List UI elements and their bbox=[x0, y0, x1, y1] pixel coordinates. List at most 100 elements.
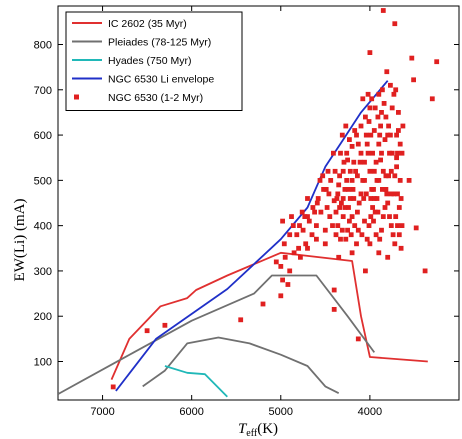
scatter-point bbox=[282, 254, 288, 260]
scatter-point bbox=[386, 173, 391, 179]
scatter-point bbox=[369, 96, 375, 102]
series-line-4 bbox=[115, 80, 389, 392]
scatter-point bbox=[336, 182, 342, 188]
scatter-point bbox=[371, 196, 377, 201]
scatter-point bbox=[434, 59, 440, 65]
scatter-point bbox=[367, 241, 373, 247]
scatter-point bbox=[358, 150, 364, 156]
scatter-point bbox=[351, 196, 357, 201]
scatter-point bbox=[294, 232, 300, 238]
x-axis-title-unit: (K) bbox=[257, 421, 278, 437]
scatter-point bbox=[396, 205, 402, 210]
scatter-point bbox=[289, 214, 294, 219]
scatter-point bbox=[326, 191, 332, 197]
scatter-point bbox=[347, 168, 353, 174]
scatter-point bbox=[355, 336, 361, 342]
scatter-point bbox=[376, 250, 382, 256]
scatter-point bbox=[318, 209, 324, 215]
scatter-point bbox=[338, 150, 343, 156]
scatter-point bbox=[280, 218, 285, 224]
scatter-point bbox=[382, 137, 388, 142]
scatter-point bbox=[375, 209, 381, 215]
scatter-point bbox=[363, 132, 369, 138]
y-tick-label: 500 bbox=[34, 175, 52, 187]
scatter-point bbox=[331, 198, 337, 204]
scatter-point bbox=[332, 168, 338, 174]
scatter-point bbox=[365, 150, 371, 156]
scatter-point bbox=[373, 232, 379, 238]
x-tick-label: 7000 bbox=[90, 406, 114, 418]
scatter-point bbox=[287, 232, 293, 238]
scatter-point bbox=[358, 123, 364, 129]
scatter-point bbox=[347, 196, 353, 201]
scatter-point bbox=[378, 157, 383, 163]
scatter-point bbox=[317, 178, 323, 183]
scatter-point bbox=[371, 128, 377, 133]
scatter-point bbox=[352, 128, 358, 133]
scatter-point bbox=[393, 87, 399, 93]
scatter-point bbox=[399, 150, 405, 156]
scatter-point bbox=[110, 384, 116, 390]
scatter-point bbox=[397, 141, 403, 147]
scatter-point bbox=[371, 168, 377, 174]
scatter-point bbox=[422, 268, 428, 274]
scatter-point bbox=[373, 159, 379, 165]
scatter-point bbox=[334, 196, 340, 201]
scatter-point bbox=[390, 232, 396, 238]
scatter-point bbox=[305, 196, 310, 201]
scatter-point bbox=[385, 254, 391, 260]
scatter-point bbox=[339, 227, 345, 233]
scatter-point bbox=[370, 205, 375, 210]
scatter-point bbox=[354, 132, 359, 138]
scatter-point bbox=[385, 132, 391, 138]
scatter-point bbox=[362, 218, 367, 224]
scatter-point bbox=[340, 168, 346, 174]
scatter-point bbox=[340, 196, 346, 201]
scatter-point bbox=[314, 200, 320, 206]
scatter-point bbox=[335, 223, 341, 228]
scatter-point bbox=[335, 191, 341, 197]
scatter-point bbox=[370, 150, 375, 156]
scatter-point bbox=[387, 214, 392, 219]
scatter-point bbox=[300, 227, 306, 233]
scatter-point bbox=[356, 200, 362, 206]
scatter-point bbox=[320, 173, 326, 179]
scatter-point bbox=[290, 223, 296, 228]
scatter-point bbox=[358, 191, 364, 197]
scatter-point bbox=[302, 214, 308, 219]
scatter-point bbox=[344, 150, 350, 156]
scatter-point bbox=[395, 223, 400, 228]
scatter-point bbox=[346, 187, 351, 192]
scatter-point bbox=[312, 209, 317, 215]
scatter-point bbox=[409, 55, 415, 61]
scatter-point bbox=[322, 241, 328, 247]
scatter-point bbox=[394, 132, 399, 138]
axis-ticks: 7000 6000 5000 4000 100 200 300 400 500 600 700 800 bbox=[34, 6, 459, 418]
scatter-point bbox=[398, 245, 404, 251]
scatter-point bbox=[382, 205, 388, 210]
y-tick-label: 600 bbox=[34, 130, 52, 142]
scatter-point bbox=[394, 164, 399, 170]
scatter-point bbox=[386, 123, 391, 129]
scatter-point bbox=[345, 227, 350, 233]
legend-swatch-marker bbox=[74, 94, 79, 100]
scatter-point bbox=[305, 245, 310, 251]
scatter-point bbox=[353, 168, 358, 174]
scatter-point bbox=[344, 178, 350, 183]
scatter-point bbox=[388, 132, 393, 138]
y-tick-label: 100 bbox=[34, 357, 52, 369]
scatter-point bbox=[352, 223, 358, 228]
legend-label: NGC 6530 Li envelope bbox=[108, 73, 214, 85]
legend-box bbox=[65, 11, 243, 111]
scatter-point bbox=[348, 232, 354, 238]
scatter-point bbox=[368, 196, 374, 201]
scatter-point bbox=[310, 205, 316, 210]
scatter-point bbox=[367, 105, 373, 111]
scatter-point bbox=[260, 301, 266, 307]
scatter-point bbox=[357, 159, 363, 165]
scatter-point bbox=[372, 105, 378, 111]
scatter-point bbox=[349, 214, 355, 219]
scatter-point bbox=[355, 209, 360, 215]
scatter-point bbox=[342, 187, 348, 192]
y-tick-label: 700 bbox=[34, 85, 52, 97]
